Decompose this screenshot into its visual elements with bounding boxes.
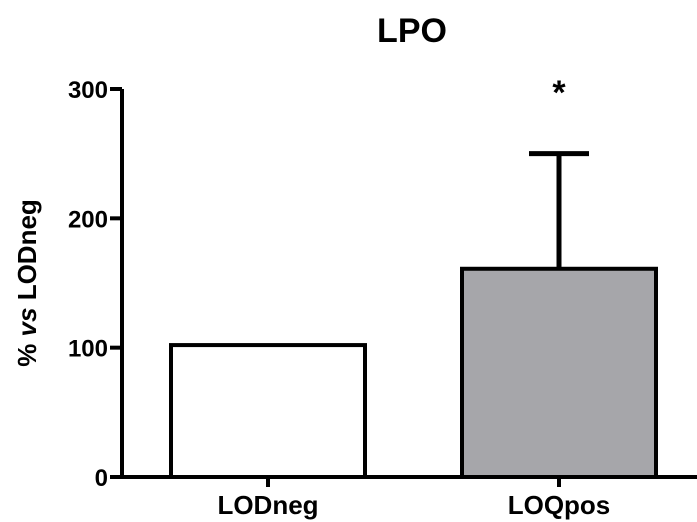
- y-axis-label-suffix: LODneg: [12, 199, 42, 307]
- x-tick-label-LOQpos: LOQpos: [508, 490, 611, 520]
- x-tick-label-LODneg: LODneg: [217, 490, 318, 520]
- y-axis-label: % vs LODneg: [12, 199, 42, 367]
- y-tick-label-100: 100: [68, 336, 108, 363]
- bar-LODneg: [169, 343, 367, 479]
- y-tick-label-0: 0: [95, 465, 108, 492]
- plot-area: * 0 100 200 300 LODneg LOQpos: [68, 74, 697, 520]
- y-axis-label-prefix: %: [12, 336, 42, 366]
- bar-LOQpos: [460, 266, 658, 480]
- y-tick-label-200: 200: [68, 206, 108, 233]
- y-axis-label-italic: vs: [12, 308, 42, 337]
- chart-title: LPO: [377, 12, 447, 50]
- y-tick-label-300: 300: [68, 77, 108, 104]
- significance-marker: *: [552, 74, 566, 112]
